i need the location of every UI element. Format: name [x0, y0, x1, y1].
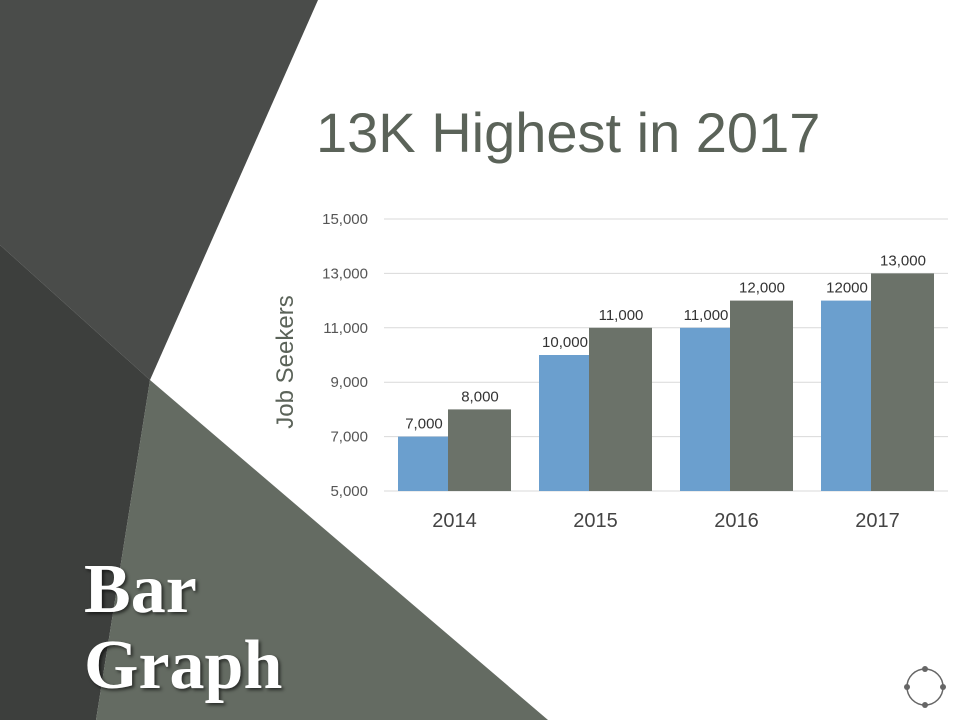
cycle-icon	[904, 666, 946, 708]
slide-heading: Bar Graph	[84, 552, 282, 704]
heading-line-graph: Graph	[84, 627, 283, 704]
y-tick-label: 5,000	[330, 483, 368, 500]
data-label: 12000	[826, 280, 868, 297]
data-label: 11,000	[684, 307, 729, 324]
bar	[871, 273, 934, 491]
y-axis-label: Job Seekers	[272, 295, 299, 428]
green-panel	[96, 380, 548, 720]
data-label: 11,000	[599, 307, 644, 324]
data-label: 13,000	[880, 252, 926, 269]
data-label: 8,000	[461, 388, 499, 405]
y-tick-label: 11,000	[323, 320, 368, 337]
heading-line-bar: Bar	[84, 551, 197, 628]
left-panel	[0, 245, 150, 720]
x-tick-label: 2014	[432, 510, 477, 532]
data-label: 12,000	[739, 280, 785, 297]
bar	[448, 409, 511, 491]
dark-panel	[0, 0, 318, 380]
x-tick-label: 2016	[714, 510, 759, 532]
y-tick-label: 15,000	[322, 211, 368, 228]
x-tick-label: 2017	[855, 510, 900, 532]
bar	[730, 300, 793, 491]
slide-title: 13K Highest in 2017	[316, 101, 821, 164]
data-label: 7,000	[405, 416, 443, 433]
y-tick-label: 9,000	[330, 374, 368, 391]
bar	[589, 327, 652, 491]
x-tick-label: 2015	[573, 510, 618, 532]
data-label: 10,000	[542, 334, 588, 351]
y-tick-label: 13,000	[322, 265, 368, 282]
y-tick-label: 7,000	[330, 429, 368, 446]
